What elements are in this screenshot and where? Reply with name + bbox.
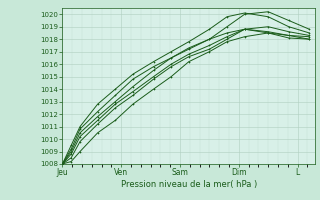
X-axis label: Pression niveau de la mer( hPa ): Pression niveau de la mer( hPa ) [121,180,257,189]
